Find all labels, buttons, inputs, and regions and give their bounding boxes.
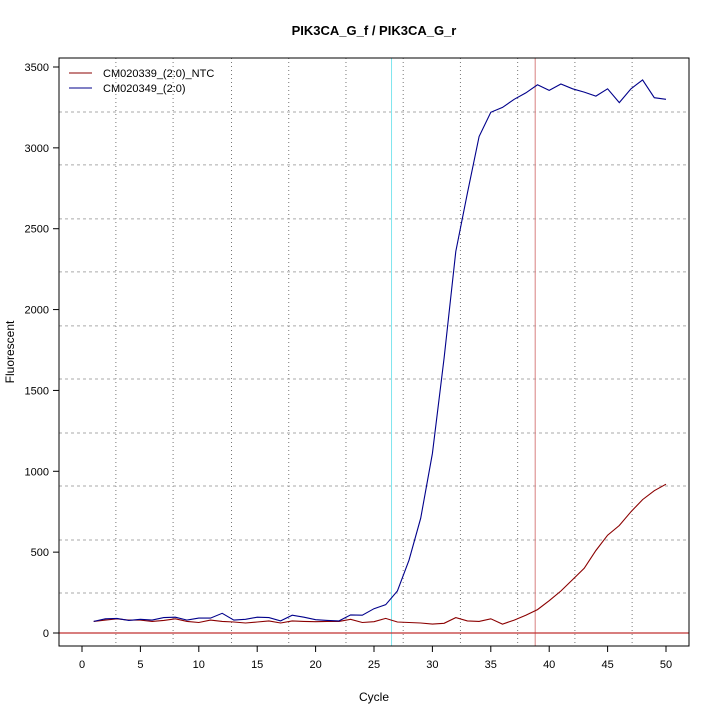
x-axis: 0 5 10 15 20 25 30 35 40 45 50 — [79, 645, 672, 671]
x-tick-label: 10 — [193, 659, 205, 671]
x-tick-label: 45 — [601, 659, 613, 671]
series-line — [93, 79, 667, 622]
plot-frame — [58, 57, 690, 647]
y-tick-label: 2000 — [25, 305, 49, 317]
x-tick-label: 5 — [137, 659, 143, 671]
series-line — [93, 483, 667, 625]
markers — [59, 58, 689, 646]
y-axis: 0 500 1000 1500 2000 2500 3000 3500 — [25, 62, 60, 640]
y-tick-label: 3000 — [25, 143, 49, 155]
x-tick-label: 35 — [485, 659, 497, 671]
y-tick-label: 500 — [31, 547, 49, 559]
y-tick-label: 1000 — [25, 466, 49, 478]
y-tick-label: 3500 — [25, 62, 49, 74]
series-lines — [93, 79, 667, 625]
y-tick-label: 0 — [43, 628, 49, 640]
x-tick-label: 50 — [660, 659, 672, 671]
x-tick-label: 0 — [79, 659, 85, 671]
grid — [59, 58, 689, 646]
y-axis-label: Fluorescent — [3, 320, 17, 383]
legend-label: CM020339_(2:0)_NTC — [103, 68, 214, 80]
legend-label: CM020349_(2:0) — [103, 83, 186, 95]
x-tick-label: 15 — [251, 659, 263, 671]
x-tick-label: 40 — [543, 659, 555, 671]
y-tick-label: 1500 — [25, 385, 49, 397]
legend: CM020339_(2:0)_NTC CM020349_(2:0) — [69, 68, 214, 95]
x-axis-label: Cycle — [359, 690, 389, 704]
x-tick-label: 20 — [309, 659, 321, 671]
y-tick-label: 2500 — [25, 224, 49, 236]
chart-title: PIK3CA_G_f / PIK3CA_G_r — [292, 23, 457, 38]
x-tick-label: 30 — [426, 659, 438, 671]
x-tick-label: 25 — [368, 659, 380, 671]
